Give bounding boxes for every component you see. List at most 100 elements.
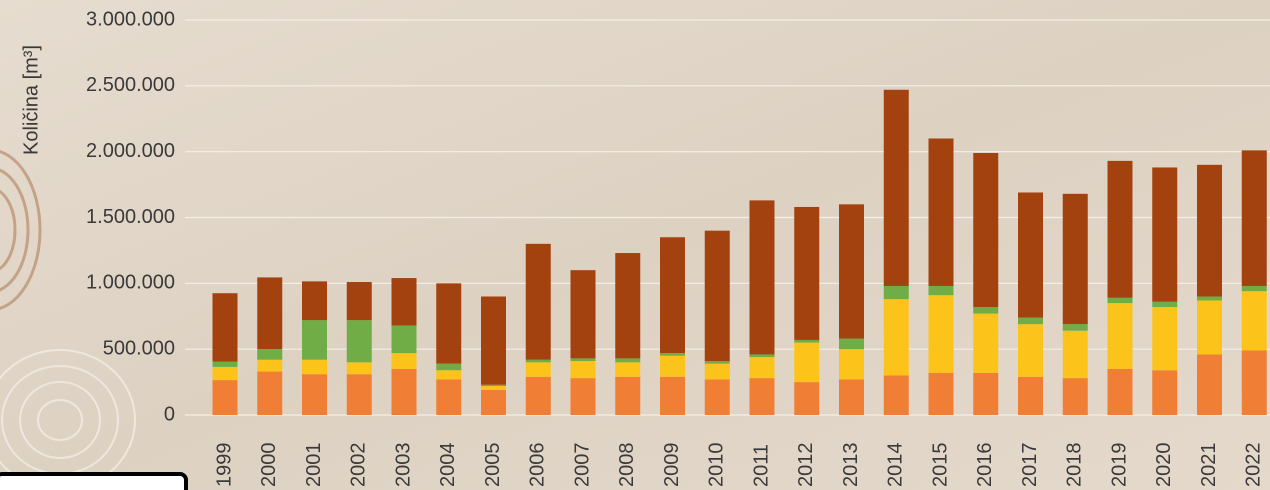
bar-segment bbox=[302, 320, 327, 360]
bar-segment bbox=[1062, 324, 1088, 331]
x-tick-label: 2022 bbox=[1243, 443, 1265, 488]
bar-segment bbox=[1197, 296, 1222, 301]
bar-segment bbox=[570, 361, 596, 379]
bar-segment bbox=[973, 313, 999, 373]
bar-segment bbox=[1018, 192, 1043, 318]
bar-segment bbox=[436, 363, 462, 371]
bar-segment bbox=[839, 204, 864, 339]
bar-segment bbox=[525, 243, 551, 360]
x-tick-label: 2000 bbox=[258, 443, 280, 488]
bar-segment bbox=[346, 362, 372, 375]
x-tick-label: 2018 bbox=[1064, 443, 1086, 488]
bar-segment bbox=[883, 285, 909, 300]
x-tick-label: 2004 bbox=[437, 443, 459, 488]
bar-segment bbox=[1062, 378, 1088, 415]
bar-segment bbox=[525, 362, 551, 377]
bar-segment bbox=[257, 277, 283, 350]
bar-segment bbox=[883, 375, 909, 415]
overlay-box bbox=[0, 472, 188, 490]
bar-segment bbox=[212, 361, 238, 367]
bar-segment bbox=[525, 376, 551, 415]
x-tick-label: 2005 bbox=[482, 443, 504, 488]
bar-segment bbox=[570, 378, 596, 415]
bar-segment bbox=[257, 349, 283, 360]
x-tick-label: 2012 bbox=[795, 443, 817, 488]
bar-segment bbox=[928, 138, 954, 286]
y-tick-label: 1.500.000 bbox=[86, 206, 175, 228]
y-tick-label: 500.000 bbox=[103, 337, 175, 359]
bar-segment bbox=[615, 253, 641, 359]
bar-segment bbox=[1241, 285, 1267, 292]
x-tick-label: 2008 bbox=[616, 443, 638, 488]
bar-segment bbox=[1018, 317, 1043, 325]
bar-segment bbox=[570, 270, 596, 359]
bar-segment bbox=[1197, 300, 1222, 355]
x-tick-label: 2010 bbox=[706, 443, 728, 488]
y-tick-label: 2.000.000 bbox=[86, 140, 175, 162]
x-tick-label: 2020 bbox=[1153, 443, 1175, 488]
bar-segment bbox=[1241, 291, 1267, 351]
bar-segment bbox=[481, 384, 506, 387]
bar-segment bbox=[302, 374, 327, 415]
y-tick-label: 2.500.000 bbox=[86, 74, 175, 96]
bar-segment bbox=[615, 358, 641, 363]
y-tick-label: 3.000.000 bbox=[86, 8, 175, 30]
y-tick-label: 0 bbox=[164, 403, 175, 425]
bar-segment bbox=[839, 349, 864, 380]
bar-segment bbox=[525, 359, 551, 363]
bar-segment bbox=[1107, 303, 1133, 369]
bar-segment bbox=[839, 338, 864, 350]
bar-segment bbox=[570, 358, 596, 362]
bar-segment bbox=[794, 206, 820, 340]
bar-segment bbox=[883, 299, 909, 376]
bar-segment bbox=[391, 278, 417, 326]
bar-segment bbox=[346, 320, 372, 363]
x-tick-label: 2007 bbox=[571, 443, 593, 488]
bar-segment bbox=[660, 237, 685, 354]
x-tick-label: 2017 bbox=[1019, 443, 1041, 488]
bar-segment bbox=[212, 293, 238, 362]
bar-segment bbox=[839, 379, 864, 415]
x-tick-label: 2013 bbox=[840, 443, 862, 488]
bar-segment bbox=[749, 200, 775, 355]
bar-segment bbox=[257, 371, 283, 415]
x-tick-label: 2016 bbox=[974, 443, 996, 488]
bar-segment bbox=[1107, 160, 1133, 298]
bar-segment bbox=[1197, 354, 1222, 415]
bar-segment bbox=[704, 379, 730, 415]
bar-segment bbox=[883, 89, 909, 286]
bar-segment bbox=[257, 359, 283, 372]
bar-segment bbox=[481, 389, 506, 415]
x-tick-label: 2001 bbox=[303, 443, 325, 488]
x-tick-label: 2003 bbox=[392, 443, 414, 488]
bar-segment bbox=[1018, 376, 1043, 415]
bar-segment bbox=[436, 379, 462, 415]
bar-segment bbox=[436, 283, 462, 364]
bar-segment bbox=[212, 380, 238, 415]
bar-segment bbox=[1062, 330, 1088, 379]
bar-segment bbox=[302, 281, 327, 321]
x-tick-label: 2019 bbox=[1108, 443, 1130, 488]
bar-segment bbox=[1152, 307, 1178, 371]
y-tick-label: 1.000.000 bbox=[86, 272, 175, 294]
bar-segment bbox=[1018, 324, 1043, 377]
bar-segment bbox=[481, 296, 506, 385]
x-tick-label: 2021 bbox=[1198, 443, 1220, 488]
bar-segment bbox=[1062, 193, 1088, 325]
bar-segment bbox=[391, 368, 417, 415]
bar-segment bbox=[1152, 370, 1178, 415]
bar-segment bbox=[704, 230, 730, 362]
bar-segment bbox=[660, 353, 685, 356]
bar-segment bbox=[794, 342, 820, 383]
bar-segment bbox=[1152, 167, 1178, 302]
bar-segment bbox=[302, 359, 327, 375]
bar-segment bbox=[346, 282, 372, 321]
bar-segment bbox=[973, 152, 999, 308]
tree-rings bbox=[0, 150, 42, 310]
bar-segment bbox=[346, 374, 372, 415]
x-tick-label: 2011 bbox=[750, 444, 772, 487]
x-tick-label: 2014 bbox=[885, 443, 907, 488]
bar-segment bbox=[660, 376, 685, 415]
bar-segment bbox=[749, 354, 775, 358]
